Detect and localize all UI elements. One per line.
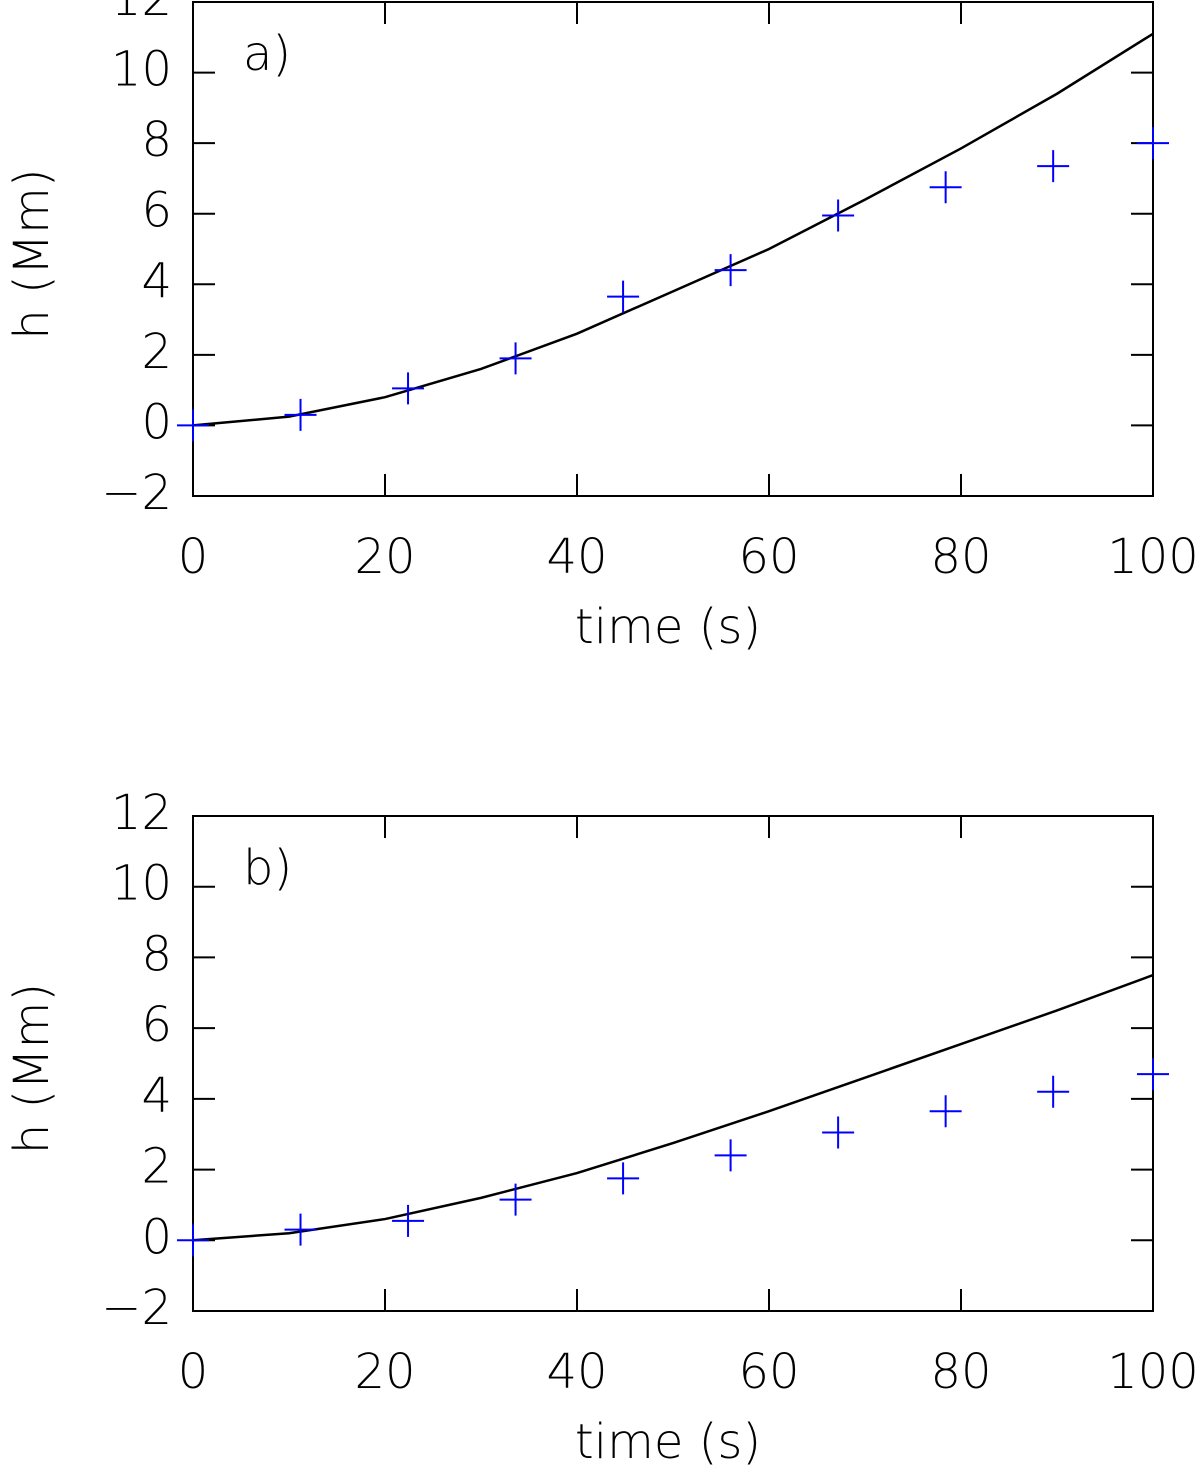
y-tick-label: 8 <box>141 112 172 168</box>
x-tick-label: 40 <box>546 1344 607 1400</box>
y-tick-label: −2 <box>101 465 172 521</box>
y-tick-label: 12 <box>111 785 172 841</box>
plot-frame <box>192 1 1154 497</box>
data-point <box>929 171 962 204</box>
x-tick-label: 20 <box>354 529 415 585</box>
data-point <box>392 1204 425 1237</box>
data-point <box>607 1162 640 1195</box>
data-point <box>714 254 747 287</box>
data-point <box>822 199 855 232</box>
x-tick-label: 0 <box>178 529 209 585</box>
data-point <box>1137 1058 1169 1091</box>
y-tick-label: 4 <box>141 1068 172 1124</box>
y-tick-label: 12 <box>111 0 172 27</box>
data-point <box>499 1183 532 1216</box>
panel-label: b) <box>243 840 292 896</box>
fit-curve <box>192 32 1154 427</box>
x-tick-label: 100 <box>1107 529 1199 585</box>
data-point <box>1037 1075 1070 1108</box>
data-point <box>392 372 425 405</box>
y-tick-label: 0 <box>141 394 172 450</box>
x-tick-label: 60 <box>738 529 799 585</box>
data-point <box>177 409 209 442</box>
y-tick-label: 6 <box>141 997 172 1053</box>
data-point <box>822 1116 855 1149</box>
x-axis-title: time (s) <box>575 599 761 655</box>
panel-label: a) <box>243 26 291 82</box>
y-tick-label: 8 <box>141 926 172 982</box>
x-tick-label: 80 <box>930 529 991 585</box>
data-point <box>177 1224 209 1257</box>
data-point <box>1137 127 1169 160</box>
x-tick-label: 80 <box>930 1344 991 1400</box>
data-point <box>499 342 532 375</box>
fit-curve <box>192 973 1154 1242</box>
y-axis-title: h (Mm) <box>4 168 60 339</box>
data-point <box>284 1213 317 1246</box>
y-tick-label: 0 <box>141 1209 172 1265</box>
data-point <box>1037 150 1070 183</box>
data-point <box>607 280 640 313</box>
y-tick-label: 10 <box>111 42 172 98</box>
data-point <box>929 1095 962 1128</box>
x-tick-label: 0 <box>178 1344 209 1400</box>
x-tick-label: 60 <box>738 1344 799 1400</box>
y-tick-label: 10 <box>111 856 172 912</box>
data-point <box>714 1139 747 1172</box>
plot-frame <box>192 815 1154 1312</box>
x-axis-title: time (s) <box>575 1414 761 1470</box>
data-point <box>284 398 317 431</box>
y-tick-label: 2 <box>141 1139 172 1195</box>
y-tick-label: 4 <box>141 253 172 309</box>
y-tick-label: 2 <box>141 324 172 380</box>
x-tick-label: 40 <box>546 529 607 585</box>
x-tick-label: 20 <box>354 1344 415 1400</box>
y-tick-label: −2 <box>101 1280 172 1336</box>
x-tick-label: 100 <box>1107 1344 1199 1400</box>
y-tick-label: 6 <box>141 183 172 239</box>
y-axis-title: h (Mm) <box>4 983 60 1154</box>
